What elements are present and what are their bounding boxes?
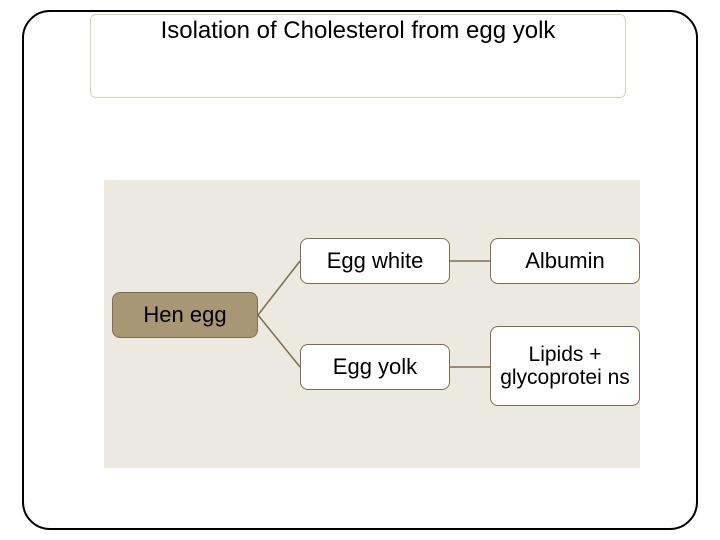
node-label: Egg white [327, 249, 424, 273]
node-albumin: Albumin [490, 238, 640, 284]
node-label: Egg yolk [333, 355, 417, 379]
node-egg-white: Egg white [300, 238, 450, 284]
node-label: Hen egg [143, 303, 226, 327]
node-label: Albumin [525, 249, 604, 273]
node-lipids-glycoproteins: Lipids + glycoprotei ns [490, 326, 640, 406]
node-label: Lipids + glycoprotei ns [491, 343, 639, 389]
node-hen-egg: Hen egg [112, 292, 258, 338]
slide: Isolation of Cholesterol from egg yolk H… [0, 0, 720, 540]
node-egg-yolk: Egg yolk [300, 344, 450, 390]
